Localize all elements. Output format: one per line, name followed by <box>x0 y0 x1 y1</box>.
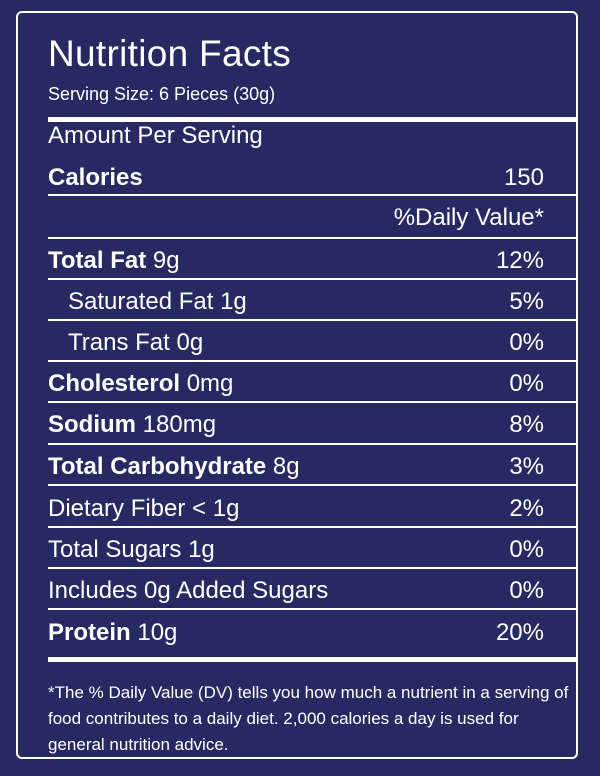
nutrient-row-cholesterol: Cholesterol 0mg 0% <box>48 372 544 396</box>
nutrient-row-sodium: Sodium 180mg 8% <box>48 413 544 437</box>
nutrient-row-total-sugars: Total Sugars 1g 0% <box>48 538 544 562</box>
divider <box>48 526 578 528</box>
nutrient-name: Dietary Fiber < 1g <box>48 495 240 522</box>
divider <box>48 194 578 196</box>
nutrient-dv: 2% <box>509 495 544 522</box>
nutrient-amount: 9g <box>146 247 180 274</box>
nutrient-dv: 8% <box>509 411 544 438</box>
amount-per-serving-label: Amount Per Serving <box>48 122 263 149</box>
divider <box>48 278 578 280</box>
nutrient-name: Sodium <box>48 411 136 438</box>
nutrient-row-total-fat: Total Fat 9g 12% <box>48 249 544 273</box>
amount-per-serving-row: Amount Per Serving <box>48 124 544 148</box>
divider <box>48 237 578 239</box>
nutrient-name: Total Fat <box>48 247 147 274</box>
nutrient-dv: 12% <box>495 247 544 274</box>
daily-value-header: %Daily Value* <box>393 204 544 231</box>
nutrient-dv: 3% <box>509 453 544 480</box>
calories-value: 150 <box>503 164 544 191</box>
nutrient-dv: 0% <box>509 577 544 604</box>
divider <box>48 319 578 321</box>
nutrient-row-protein: Protein 10g 20% <box>48 621 544 645</box>
nutrient-dv: 0% <box>509 536 544 563</box>
nutrient-row-total-carbohydrate: Total Carbohydrate 8g 3% <box>48 455 544 479</box>
nutrition-facts-panel: Nutrition Facts Serving Size: 6 Pieces (… <box>16 11 578 759</box>
nutrient-row-trans-fat: Trans Fat 0g 0% <box>68 331 544 355</box>
calories-row: Calories 150 <box>48 166 544 190</box>
nutrient-name: Total Carbohydrate <box>48 453 267 480</box>
serving-size: Serving Size: 6 Pieces (30g) <box>48 84 276 104</box>
nutrient-row-saturated-fat: Saturated Fat 1g 5% <box>68 290 544 314</box>
nutrient-amount: 0mg <box>180 370 234 397</box>
panel-title: Nutrition Facts <box>48 33 292 74</box>
nutrient-name: Saturated Fat 1g <box>68 288 247 315</box>
divider <box>48 401 578 403</box>
nutrient-dv: 0% <box>509 370 544 397</box>
nutrient-amount: 180mg <box>136 411 217 438</box>
divider <box>48 443 578 445</box>
nutrient-name: Includes 0g Added Sugars <box>48 577 329 604</box>
thick-divider <box>48 117 578 122</box>
nutrient-row-added-sugars: Includes 0g Added Sugars 0% <box>48 579 544 603</box>
nutrient-dv: 5% <box>509 288 544 315</box>
divider <box>48 567 578 569</box>
nutrient-name: Total Sugars 1g <box>48 536 215 563</box>
nutrient-name: Cholesterol <box>48 370 181 397</box>
divider <box>48 360 578 362</box>
nutrient-name: Protein <box>48 619 131 646</box>
thick-divider <box>48 657 578 662</box>
footnote: *The % Daily Value (DV) tells you how mu… <box>48 683 569 754</box>
divider <box>48 484 578 486</box>
daily-value-header-row: %Daily Value* <box>48 206 544 230</box>
calories-label: Calories <box>48 164 143 191</box>
nutrient-amount: 8g <box>266 453 300 480</box>
nutrient-dv: 20% <box>495 619 544 646</box>
nutrient-dv: 0% <box>509 329 544 356</box>
nutrient-row-dietary-fiber: Dietary Fiber < 1g 2% <box>48 497 544 521</box>
nutrient-amount: 10g <box>130 619 178 646</box>
divider <box>48 608 578 610</box>
nutrient-name: Trans Fat 0g <box>68 329 204 356</box>
